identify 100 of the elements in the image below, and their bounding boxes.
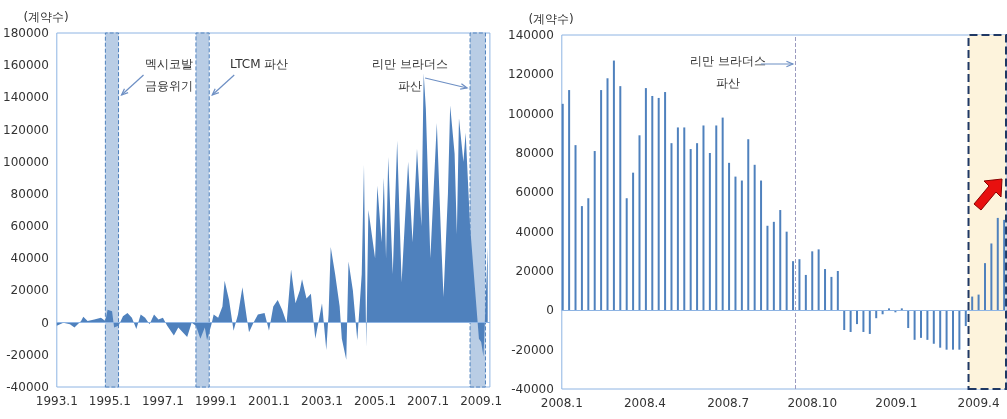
bar: [830, 276, 833, 311]
bar: [772, 221, 775, 311]
x-tick-label: 2008.10: [787, 396, 838, 410]
x-tick-label: 2008.1: [540, 396, 583, 410]
band-label: 멕시코발 금융위기: [144, 57, 193, 93]
y-tick-label: 120000: [3, 122, 49, 137]
x-tick-label: 2005.1: [354, 394, 397, 408]
bar: [804, 274, 807, 311]
y-tick-label: 60000: [10, 219, 49, 234]
bar: [785, 231, 788, 311]
x-tick-label: 2008.7: [707, 396, 750, 410]
x-tick-label: 2007.1: [407, 394, 450, 408]
y-tick-label: -20000: [6, 347, 49, 362]
band-label: LTCM 파산: [230, 57, 289, 71]
bar: [740, 180, 743, 311]
ref-line-label: 리만 브라더스 파산: [689, 54, 766, 90]
y-tick-label: 60000: [515, 185, 554, 200]
y-tick-label: 100000: [508, 106, 554, 121]
bar: [632, 172, 635, 311]
x-tick-label: 2009.1: [875, 396, 918, 410]
bar: [862, 310, 865, 332]
x-tick-label: 2003.1: [301, 394, 344, 408]
bar: [625, 198, 628, 311]
bar: [593, 151, 596, 311]
bar: [689, 149, 692, 311]
y-tick-label: 140000: [3, 90, 49, 105]
bar: [849, 310, 852, 332]
bar: [753, 164, 756, 311]
bar: [670, 143, 673, 311]
bar: [747, 139, 750, 311]
bar: [983, 263, 986, 311]
bar: [651, 95, 654, 311]
y-tick-label: -20000: [511, 342, 554, 357]
x-tick-label: 2009.4: [957, 396, 1000, 410]
bar: [721, 117, 724, 311]
bar: [926, 310, 929, 340]
y-tick-label: 40000: [10, 251, 49, 266]
x-tick-label: 2009.1: [460, 394, 503, 408]
bar: [587, 198, 590, 311]
bar: [664, 92, 667, 311]
bar: [766, 225, 769, 311]
bar: [996, 217, 999, 311]
bar: [907, 310, 910, 329]
bar: [913, 310, 916, 340]
bar: [792, 261, 795, 311]
bar: [619, 86, 622, 311]
y-tick-label: 0: [41, 315, 49, 330]
x-tick-label: 1993.1: [35, 394, 78, 408]
y-tick-label: 180000: [3, 26, 49, 40]
bar: [977, 294, 980, 311]
bar: [958, 310, 961, 350]
bar: [568, 90, 571, 311]
bar: [606, 78, 609, 311]
band-label: 리만 브라더스 파산: [372, 57, 448, 93]
y-tick-label: 120000: [508, 67, 554, 82]
y-tick-label: 80000: [515, 146, 554, 160]
bar: [817, 249, 820, 311]
x-tick-label: 1999.1: [194, 394, 237, 408]
x-tick-label: 2001.1: [248, 394, 290, 408]
bar: [939, 310, 942, 348]
x-tick-label: 2008.4: [623, 396, 666, 410]
bar: [856, 310, 859, 325]
bar: [683, 127, 686, 311]
y-tick-label: 140000: [508, 28, 554, 42]
bar: [657, 97, 660, 311]
bar: [638, 135, 641, 311]
y-axis-title: (계약수): [528, 12, 574, 26]
y-tick-label: 20000: [515, 264, 554, 278]
bar: [971, 296, 974, 311]
bar: [951, 310, 954, 350]
y-tick-label: 160000: [3, 58, 49, 73]
bar: [708, 153, 711, 311]
bar: [715, 125, 718, 311]
bar: [612, 60, 615, 311]
y-tick-label: 0: [546, 303, 554, 318]
bar: [824, 269, 827, 311]
x-tick-label: 1997.1: [141, 394, 184, 408]
bar: [676, 127, 679, 311]
bar: [600, 90, 603, 311]
bar: [702, 125, 705, 311]
bar: [760, 180, 763, 311]
y-tick-label: 40000: [515, 224, 554, 239]
bar: [696, 143, 699, 311]
bar: [945, 310, 948, 350]
y-tick-label: -40000: [6, 380, 49, 394]
bar: [836, 271, 839, 311]
bar: [990, 243, 993, 311]
y-tick-label: -40000: [511, 382, 554, 396]
y-tick-label: 80000: [10, 186, 49, 201]
y-tick-label: 100000: [3, 154, 49, 169]
bar: [932, 310, 935, 344]
bar: [644, 88, 647, 311]
bar: [734, 176, 737, 311]
bar: [798, 259, 801, 311]
bar: [574, 145, 577, 311]
bar: [779, 210, 782, 311]
bar: [920, 310, 922, 338]
bar: [580, 206, 583, 311]
bar: [728, 162, 731, 311]
y-axis-title: (계약수): [23, 10, 69, 24]
